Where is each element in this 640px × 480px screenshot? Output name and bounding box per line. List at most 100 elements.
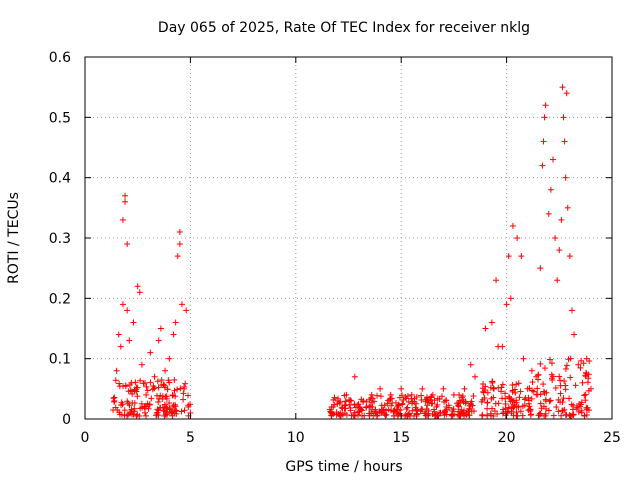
data-point (567, 374, 574, 381)
data-point (405, 399, 412, 406)
data-point (552, 235, 559, 241)
data-point (579, 379, 586, 386)
data-point (406, 410, 413, 417)
data-point (451, 411, 458, 418)
y-tick-label: 0.4 (49, 171, 71, 187)
data-point (428, 393, 435, 400)
data-point (517, 388, 524, 395)
data-point (128, 379, 135, 386)
data-point (331, 394, 338, 401)
data-point (511, 403, 518, 410)
x-tick-label: 0 (81, 430, 90, 446)
data-point (557, 377, 564, 384)
data-point (459, 396, 466, 403)
data-point (431, 408, 438, 415)
data-point (170, 331, 177, 338)
plot-frame (84, 56, 613, 420)
data-point (334, 397, 341, 404)
data-point (118, 402, 125, 409)
data-point (338, 404, 345, 411)
y-tick-label: 0.5 (49, 110, 71, 126)
data-point (559, 407, 566, 414)
data-point (171, 376, 178, 383)
data-point (341, 405, 348, 412)
y-tick-label: 0.3 (49, 231, 71, 247)
data-point (518, 253, 525, 260)
data-point (548, 360, 555, 367)
data-point (125, 411, 132, 418)
data-point (552, 385, 559, 392)
data-point (553, 404, 560, 411)
data-point (562, 365, 569, 372)
data-point (403, 405, 410, 412)
data-point (356, 409, 363, 416)
data-point (562, 174, 569, 181)
data-point (164, 410, 171, 417)
data-point (143, 383, 150, 390)
data-point (178, 408, 185, 415)
data-point (171, 408, 178, 415)
data-point (425, 410, 432, 417)
data-point (180, 396, 187, 403)
data-point (116, 383, 123, 390)
data-point (134, 393, 141, 400)
data-point (115, 331, 122, 338)
data-point (148, 395, 155, 402)
data-point (400, 396, 407, 403)
data-point (147, 349, 154, 356)
data-point (460, 409, 467, 416)
data-point (456, 412, 463, 419)
data-point (169, 392, 176, 399)
data-point (540, 381, 547, 388)
data-point (136, 289, 143, 296)
data-point (166, 379, 173, 386)
data-point (499, 381, 506, 388)
data-point (537, 360, 544, 367)
data-point (429, 400, 436, 407)
data-point (527, 412, 534, 419)
data-point (351, 373, 358, 380)
data-point (572, 382, 579, 389)
data-point (450, 391, 457, 398)
data-point (462, 398, 469, 405)
data-point (564, 204, 571, 211)
data-point (164, 386, 171, 393)
y-axis-label: ROTI / TECUs (6, 192, 22, 284)
data-point (539, 162, 546, 169)
data-point (354, 402, 361, 409)
data-point (369, 395, 376, 402)
data-point (513, 399, 520, 406)
data-point (118, 411, 125, 418)
data-point (546, 356, 553, 363)
data-point (116, 380, 123, 387)
data-point (541, 114, 548, 121)
data-point (144, 387, 151, 394)
data-point (337, 410, 344, 417)
data-point (489, 379, 496, 386)
data-point (127, 387, 134, 394)
data-point (533, 373, 540, 380)
data-point (142, 412, 149, 419)
data-point (513, 381, 520, 388)
data-point (582, 372, 589, 379)
data-point (161, 382, 168, 389)
data-point (182, 380, 189, 387)
data-point (413, 411, 420, 418)
data-point (561, 138, 568, 145)
data-point (161, 407, 168, 414)
data-point (398, 385, 405, 392)
data-point (566, 395, 573, 402)
data-point (440, 385, 447, 392)
data-point (381, 402, 388, 409)
data-point (577, 403, 584, 410)
data-point (181, 385, 188, 392)
data-point (468, 408, 475, 415)
data-point (422, 398, 429, 405)
data-point (443, 397, 450, 404)
data-point (378, 407, 385, 414)
data-point (154, 378, 161, 385)
data-point (583, 406, 590, 413)
data-point (568, 412, 575, 419)
data-point (560, 395, 567, 402)
data-point (563, 362, 570, 369)
